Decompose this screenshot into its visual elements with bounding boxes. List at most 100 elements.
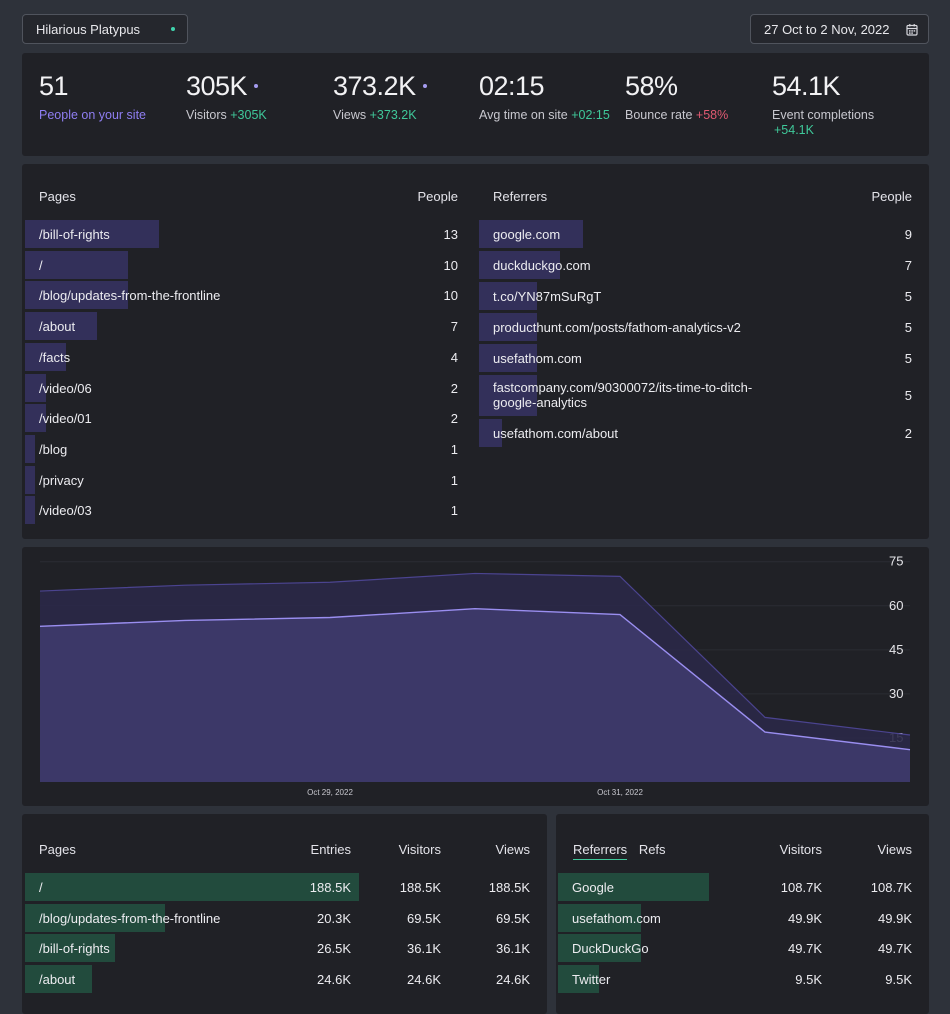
series-point[interactable] <box>329 616 332 619</box>
top-referrer-visitors: 108.7K <box>780 880 822 895</box>
page-row[interactable]: /facts 4 <box>25 342 458 371</box>
tab-referrers[interactable]: Referrers <box>573 842 628 860</box>
referrer-row[interactable]: producthunt.com/posts/fathom-analytics-v… <box>479 313 912 341</box>
top-page-views: 36.1K <box>496 941 530 957</box>
page-row[interactable]: /blog 1 <box>25 434 458 463</box>
top-referrer-row[interactable]: DuckDuckGo 49.7K 49.7K <box>558 934 912 963</box>
page-row[interactable]: /bill-of-rights 13 <box>25 220 458 248</box>
page-count: 1 <box>450 472 458 488</box>
top-referrer-row[interactable]: usefathom.com 49.9K 49.9K <box>558 903 912 932</box>
top-referrer-source: usefathom.com <box>572 910 661 926</box>
top-referrer-row[interactable]: Twitter 9.5K 9.5K <box>558 965 912 994</box>
series-point[interactable] <box>329 581 332 584</box>
referrer-source: t.co/YN87mSuRgT <box>493 289 602 304</box>
top-referrer-visitors: 49.9K <box>788 910 822 926</box>
referrer-source: usefathom.com/about <box>493 426 619 441</box>
page-row[interactable]: /blog/updates-from-the-frontline 10 <box>25 281 458 310</box>
top-page-visitors: 69.5K <box>407 910 441 926</box>
row-bar <box>25 873 359 901</box>
referrer-source: duckduckgo.com <box>493 258 591 273</box>
page-row[interactable]: /privacy 1 <box>25 465 458 494</box>
row-bar <box>25 903 165 932</box>
top-page-row[interactable]: /blog/updates-from-the-frontline 20.3K 69.… <box>25 903 530 932</box>
referrer-count: 2 <box>904 426 912 441</box>
ref-views-header[interactable]: Views <box>877 842 912 857</box>
referrer-source: fastcompany.com/90300072/its-time-to-dit… <box>493 380 753 410</box>
series-point[interactable] <box>184 584 187 587</box>
page-row[interactable]: /video/01 2 <box>25 404 458 433</box>
stat-bounce-rate[interactable]: 58% Bounce rate +58% <box>625 71 728 122</box>
page-path: / <box>39 257 43 273</box>
top-page-row[interactable]: /bill-of-rights 26.5K 36.1K 36.1K <box>25 934 530 963</box>
series-point[interactable] <box>764 731 767 734</box>
referrer-row[interactable]: t.co/YN87mSuRgT 5 <box>479 282 912 310</box>
page-row[interactable]: /about 7 <box>25 312 458 341</box>
ref-visitors-header[interactable]: Visitors <box>779 842 822 857</box>
series-point[interactable] <box>619 613 622 616</box>
referrer-row[interactable]: duckduckgo.com 7 <box>479 251 912 279</box>
referrer-row[interactable]: fastcompany.com/90300072/its-time-to-dit… <box>479 375 912 416</box>
site-selector[interactable]: Hilarious Platypus <box>22 14 188 44</box>
y-tick-label: 30 <box>889 686 903 701</box>
top-page-row[interactable]: / 188.5K 188.5K 188.5K <box>25 873 530 901</box>
row-bar <box>479 419 502 447</box>
top-referrer-source: Google <box>572 880 614 895</box>
stat-delta: +58% <box>695 108 729 122</box>
entries-header[interactable]: Entries <box>310 842 351 857</box>
visitors-header[interactable]: Visitors <box>398 842 441 857</box>
page-count: 2 <box>450 380 458 396</box>
stat-delta: +02:15 <box>571 108 610 122</box>
page-row[interactable]: / 10 <box>25 250 458 279</box>
pages-header: Pages <box>39 189 76 204</box>
top-referrer-views: 49.7K <box>878 941 912 957</box>
y-tick-label: 45 <box>889 642 903 657</box>
referrer-source: google.com <box>493 227 561 242</box>
page-path: /about <box>39 319 76 335</box>
series-line <box>39 607 911 751</box>
top-referrer-source: DuckDuckGo <box>572 941 649 957</box>
referrer-source: producthunt.com/posts/fathom-analytics-v… <box>493 320 741 335</box>
referrer-row[interactable]: usefathom.com/about 2 <box>479 419 912 447</box>
series-point[interactable] <box>764 716 767 719</box>
stat-avg-time[interactable]: 02:15 Avg time on site +02:15 <box>479 71 610 122</box>
page-row[interactable]: /video/03 1 <box>25 496 458 525</box>
page-count: 1 <box>450 441 458 457</box>
page-row[interactable]: /video/06 2 <box>25 373 458 402</box>
referrer-row[interactable]: usefathom.com 5 <box>479 344 912 372</box>
x-tick-label: Oct 31, 2022 <box>597 788 643 797</box>
date-range-picker[interactable]: 27 Oct to 2 Nov, 2022 <box>750 14 929 44</box>
stat-label: Visitors <box>186 108 227 122</box>
series-point[interactable] <box>909 734 912 737</box>
views-header[interactable]: Views <box>495 842 530 857</box>
referrers-count-header: People <box>871 189 912 204</box>
row-bar <box>558 873 709 901</box>
y-tick-label: 75 <box>889 554 903 569</box>
series-point[interactable] <box>474 607 477 610</box>
metric-dot <box>422 83 427 88</box>
top-page-visitors: 188.5K <box>399 880 441 895</box>
stat-event-completions[interactable]: 54.1K Event completions +54.1K <box>772 71 874 137</box>
row-bar <box>25 496 35 525</box>
top-referrer-row[interactable]: Google 108.7K 108.7K <box>558 873 912 901</box>
stat-value: 305K <box>186 71 248 101</box>
page-count: 10 <box>443 257 458 273</box>
stat-live-people[interactable]: 51 People on your site <box>39 71 146 122</box>
top-page-row[interactable]: /about 24.6K 24.6K 24.6K <box>25 965 530 994</box>
stat-visitors[interactable]: 305K Visitors +305K <box>186 71 267 122</box>
series-point[interactable] <box>909 748 912 751</box>
referrer-source: usefathom.com <box>493 351 582 366</box>
series-point[interactable] <box>474 572 477 575</box>
series-point[interactable] <box>184 619 187 622</box>
referrer-row[interactable]: google.com 9 <box>479 220 912 248</box>
metric-dot <box>254 83 259 88</box>
tab-refs[interactable]: Refs <box>638 842 666 857</box>
row-bar <box>25 281 128 310</box>
series-point[interactable] <box>39 625 42 628</box>
series-point[interactable] <box>619 575 622 578</box>
stats-panel: 51 People on your site 305K Visitors +30… <box>22 53 929 156</box>
series-point[interactable] <box>39 590 42 593</box>
site-status-dot <box>171 27 175 31</box>
stat-label: Bounce rate <box>625 108 693 122</box>
stat-views[interactable]: 373.2K Views +373.2K <box>333 71 427 122</box>
